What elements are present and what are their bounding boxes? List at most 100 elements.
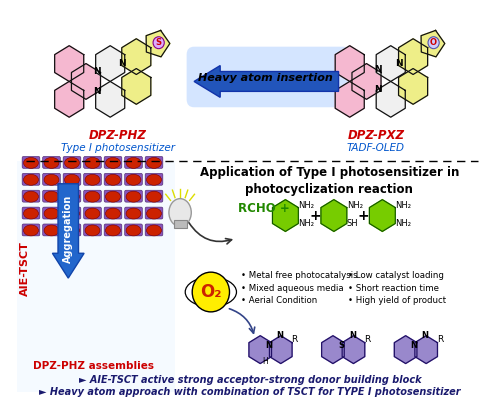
Ellipse shape: [126, 158, 141, 168]
Ellipse shape: [146, 191, 162, 202]
Polygon shape: [122, 39, 151, 74]
FancyBboxPatch shape: [145, 190, 163, 202]
Text: N: N: [118, 59, 126, 68]
Text: SH: SH: [347, 219, 358, 228]
FancyBboxPatch shape: [42, 207, 60, 219]
Text: H: H: [262, 357, 268, 366]
Ellipse shape: [24, 174, 38, 185]
Text: • High yield of product: • High yield of product: [348, 297, 446, 305]
FancyArrowPatch shape: [189, 223, 232, 244]
Text: NH₂: NH₂: [396, 201, 411, 210]
Text: Heavy atom insertion: Heavy atom insertion: [198, 74, 333, 84]
FancyBboxPatch shape: [84, 224, 102, 236]
Text: S: S: [156, 38, 162, 47]
Ellipse shape: [44, 208, 59, 219]
Text: R: R: [437, 335, 444, 344]
FancyBboxPatch shape: [145, 224, 163, 236]
Text: NH₂: NH₂: [396, 219, 411, 228]
Text: RCHO +: RCHO +: [238, 202, 290, 215]
FancyArrow shape: [194, 66, 338, 98]
Polygon shape: [54, 82, 84, 117]
Polygon shape: [398, 39, 428, 74]
Text: Application of Type I photosensitizer in
photocyclization reaction: Application of Type I photosensitizer in…: [200, 166, 459, 196]
Text: DPZ-PXZ: DPZ-PXZ: [348, 129, 405, 142]
Ellipse shape: [169, 199, 192, 226]
FancyBboxPatch shape: [145, 156, 163, 168]
Text: +: +: [310, 209, 321, 222]
Text: N: N: [374, 65, 382, 74]
FancyBboxPatch shape: [84, 190, 102, 202]
Ellipse shape: [24, 191, 38, 202]
Text: • Aerial Condition: • Aerial Condition: [240, 297, 317, 305]
Polygon shape: [72, 64, 101, 100]
Text: N: N: [374, 85, 382, 94]
Circle shape: [153, 37, 164, 49]
FancyArrow shape: [52, 184, 84, 278]
FancyBboxPatch shape: [63, 156, 81, 168]
FancyBboxPatch shape: [104, 156, 122, 168]
Ellipse shape: [126, 191, 141, 202]
FancyBboxPatch shape: [145, 173, 163, 185]
FancyBboxPatch shape: [22, 173, 40, 185]
Ellipse shape: [106, 191, 120, 202]
Ellipse shape: [44, 225, 59, 236]
FancyBboxPatch shape: [22, 224, 40, 236]
Ellipse shape: [44, 174, 59, 185]
Ellipse shape: [85, 225, 100, 236]
FancyBboxPatch shape: [63, 190, 81, 202]
Polygon shape: [335, 82, 364, 117]
FancyBboxPatch shape: [104, 224, 122, 236]
Text: O₂: O₂: [200, 283, 222, 301]
Ellipse shape: [126, 174, 141, 185]
Text: N: N: [94, 87, 101, 96]
Polygon shape: [421, 30, 445, 57]
Circle shape: [192, 272, 230, 312]
FancyBboxPatch shape: [42, 156, 60, 168]
FancyBboxPatch shape: [22, 156, 40, 168]
Ellipse shape: [85, 191, 100, 202]
Polygon shape: [272, 200, 298, 231]
FancyBboxPatch shape: [124, 156, 142, 168]
FancyBboxPatch shape: [104, 190, 122, 202]
FancyBboxPatch shape: [124, 224, 142, 236]
Text: • Low catalyst loading: • Low catalyst loading: [348, 271, 444, 280]
Polygon shape: [270, 336, 292, 363]
FancyBboxPatch shape: [84, 156, 102, 168]
Polygon shape: [249, 336, 272, 363]
Text: R: R: [364, 335, 370, 344]
Text: NH₂: NH₂: [298, 201, 314, 210]
Text: • Mixed aqueous media: • Mixed aqueous media: [240, 283, 344, 293]
Ellipse shape: [85, 174, 100, 185]
FancyBboxPatch shape: [63, 224, 81, 236]
Polygon shape: [370, 200, 396, 231]
Text: NH₂: NH₂: [298, 219, 314, 228]
Text: Type I photosensitizer: Type I photosensitizer: [60, 143, 174, 153]
Text: N: N: [265, 341, 272, 350]
Polygon shape: [335, 46, 364, 82]
Polygon shape: [322, 336, 344, 363]
FancyBboxPatch shape: [124, 207, 142, 219]
Ellipse shape: [146, 225, 162, 236]
Ellipse shape: [24, 208, 38, 219]
FancyBboxPatch shape: [124, 173, 142, 185]
FancyBboxPatch shape: [17, 161, 175, 392]
Text: N: N: [94, 67, 101, 76]
FancyBboxPatch shape: [104, 207, 122, 219]
Ellipse shape: [106, 158, 120, 168]
FancyBboxPatch shape: [22, 207, 40, 219]
Polygon shape: [146, 30, 170, 57]
Text: AIE-TSCT: AIE-TSCT: [20, 241, 30, 296]
Ellipse shape: [85, 208, 100, 219]
Ellipse shape: [44, 158, 59, 168]
Text: S: S: [338, 341, 344, 350]
FancyBboxPatch shape: [63, 207, 81, 219]
Ellipse shape: [146, 174, 162, 185]
Polygon shape: [376, 46, 406, 82]
FancyBboxPatch shape: [104, 173, 122, 185]
FancyBboxPatch shape: [42, 190, 60, 202]
FancyBboxPatch shape: [174, 220, 186, 228]
Text: • Metal free photocatalysis: • Metal free photocatalysis: [240, 271, 358, 280]
Text: O: O: [430, 38, 437, 47]
Ellipse shape: [106, 208, 120, 219]
Polygon shape: [321, 200, 347, 231]
